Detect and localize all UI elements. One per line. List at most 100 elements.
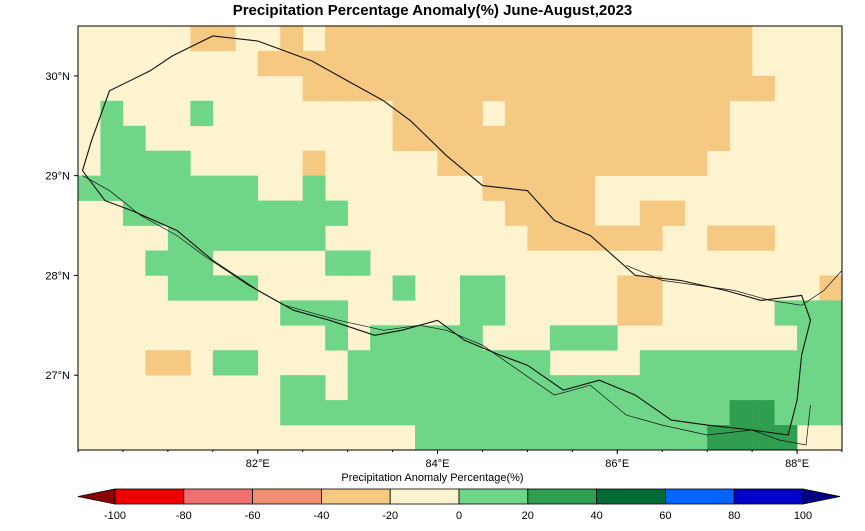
grid-cell (212, 275, 236, 301)
grid-cell (235, 350, 259, 376)
grid-cell (280, 200, 304, 226)
grid-cell (437, 125, 461, 152)
grid-cell (482, 425, 506, 451)
grid-cell (167, 350, 191, 376)
grid-cell (482, 300, 506, 326)
grid-cell (437, 75, 461, 102)
grid-cell (415, 100, 438, 127)
grid-cell (639, 75, 663, 102)
grid-cell (662, 100, 686, 127)
grid-cell (797, 350, 820, 376)
grid-cell (707, 350, 730, 376)
grid-cell (527, 400, 551, 426)
colorbar: -100 -80 -60 -40 -20 0 20 40 60 80 100 (77, 488, 841, 522)
grid-cell (190, 26, 214, 52)
grid-cell (639, 350, 663, 376)
boundary-lines (81, 35, 843, 446)
grid-cell (774, 425, 798, 451)
grid-cell (122, 175, 146, 201)
grid-cell (639, 50, 663, 77)
country-boundary (81, 35, 812, 436)
grid-cell (707, 26, 730, 52)
grid-cell (392, 125, 416, 152)
grid-cell (527, 75, 551, 102)
grid-cell (594, 225, 618, 251)
grid-cell (78, 175, 101, 201)
grid-cell (797, 375, 820, 401)
grid-cell (460, 375, 483, 401)
grid-cell (347, 75, 371, 102)
grid-cell (437, 400, 461, 426)
anomaly-grid (78, 26, 843, 451)
grid-cell (460, 50, 483, 77)
grid-cell (594, 125, 618, 152)
grid-cell (437, 150, 461, 176)
grid-cell (549, 375, 573, 401)
grid-cell (572, 325, 596, 351)
grid-cell (617, 50, 641, 77)
grid-cell (594, 150, 618, 176)
grid-cell (347, 400, 371, 426)
grid-cell (482, 75, 506, 102)
grid-cell (617, 100, 641, 127)
grid-cell (684, 400, 708, 426)
grid-cell (415, 375, 438, 401)
grid-cell (302, 175, 326, 201)
grid-cell (460, 350, 483, 376)
grid-cell (707, 375, 730, 401)
grid-cell (460, 275, 483, 301)
grid-cell (280, 375, 304, 401)
grid-cell (167, 225, 191, 251)
grid-cell (707, 425, 730, 451)
grid-cell (370, 26, 393, 52)
grid-cell (280, 300, 304, 326)
grid-cell (325, 26, 348, 52)
grid-cell (190, 100, 214, 127)
grid-cell (460, 150, 483, 176)
colorbar-tick-label: -40 (313, 510, 329, 522)
grid-cell (662, 200, 686, 226)
grid-cell (572, 375, 596, 401)
grid-cell (527, 425, 551, 451)
grid-cell (460, 325, 483, 351)
grid-cell (797, 325, 820, 351)
grid-cell (729, 75, 753, 102)
grid-cell (617, 400, 641, 426)
grid-cell (617, 26, 641, 52)
grid-cell (437, 100, 461, 127)
grid-cell (684, 375, 708, 401)
grid-cell (235, 275, 259, 301)
grid-cell (460, 75, 483, 102)
grid-cell (707, 50, 730, 77)
grid-cell (392, 400, 416, 426)
x-axis-label: Precipitation Anomaly Percentage(%) (341, 472, 524, 484)
grid-cell (527, 225, 551, 251)
grid-cell (572, 100, 596, 127)
grid-cell (460, 400, 483, 426)
grid-cell (302, 400, 326, 426)
grid-cell (302, 225, 326, 251)
grid-cell (235, 200, 259, 226)
grid-cell (639, 200, 663, 226)
grid-cell (819, 325, 843, 351)
grid-cell (662, 350, 686, 376)
grid-cell (819, 375, 843, 401)
grid-cell (729, 375, 753, 401)
grid-cell (257, 225, 281, 251)
grid-cell (482, 125, 506, 152)
colorbar-segment (389, 488, 460, 505)
grid-cell (460, 425, 483, 451)
grid-cell (729, 400, 753, 426)
plot-frame (77, 25, 843, 451)
grid-cell (527, 150, 551, 176)
grid-cell (662, 425, 686, 451)
grid-cell (797, 400, 820, 426)
grid-cell (190, 225, 214, 251)
grid-cell (662, 26, 686, 52)
grid-cell (325, 325, 348, 351)
colorbar-segment (665, 488, 735, 505)
grid-cell (122, 200, 146, 226)
y-tick-label: 27°N (45, 370, 70, 382)
grid-cell (549, 325, 573, 351)
